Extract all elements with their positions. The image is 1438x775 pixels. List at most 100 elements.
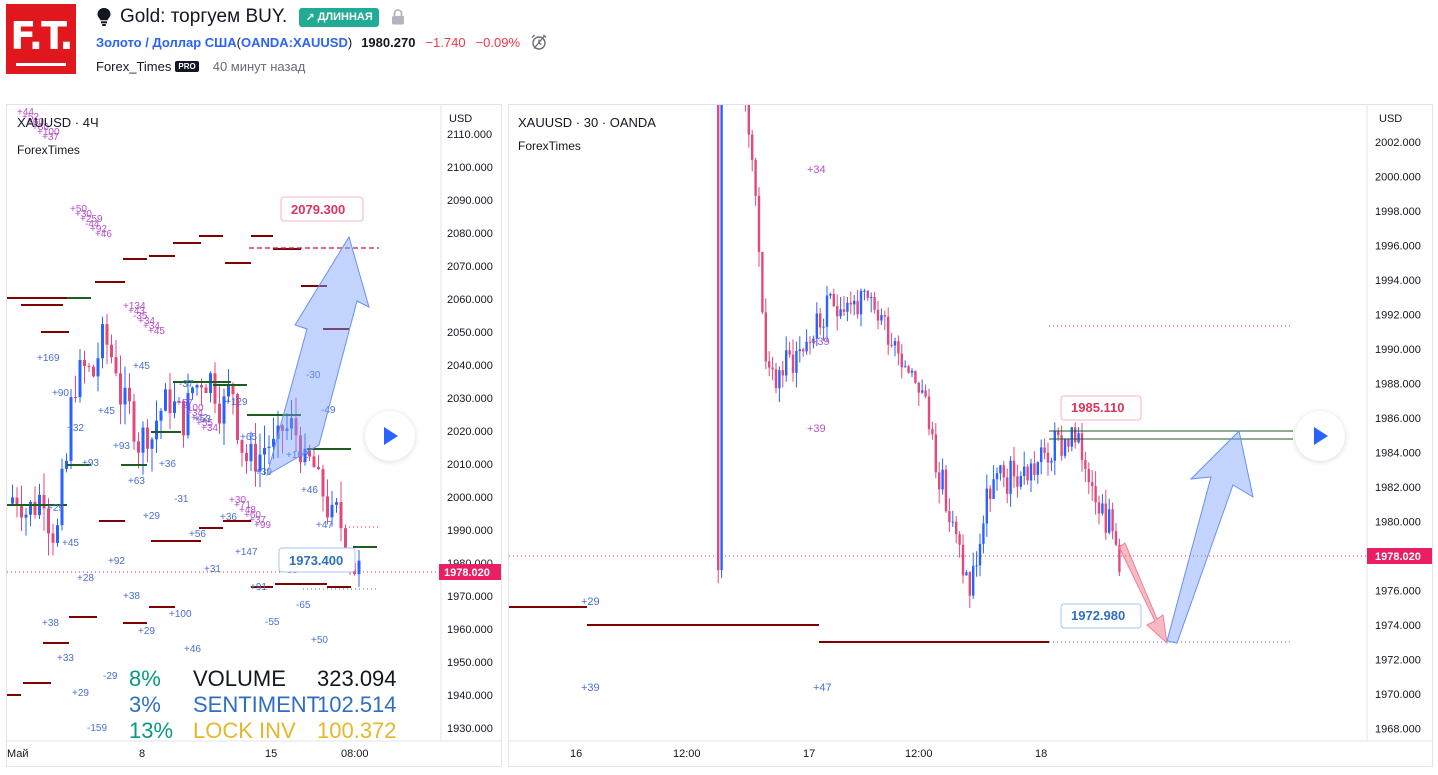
candle-body [258,454,262,472]
price-tick-label: 1974.000 [1375,620,1421,632]
candle-body [717,105,720,571]
play-replay-button-2[interactable] [1295,411,1345,461]
candle-body [1094,486,1097,503]
candle-body [303,448,307,463]
author-name[interactable]: Forex_Times [96,58,172,74]
candle-body [978,543,982,566]
signal-mark-pink: +42 [191,413,208,424]
signal-mark-pink: +39 [807,423,826,435]
stat-volume-value: 323.094 [317,666,397,691]
price-tick-label: 1950.000 [447,657,493,669]
candle-body [1029,463,1033,481]
candle-body [1080,433,1084,460]
stat-volume-name: VOLUME [193,666,286,691]
chart-30m-canvas[interactable]: USD 2002.000 2000.000 1998.000 1996.000 1994.… [509,105,1433,767]
candle-body [240,440,244,453]
candle-body [299,435,302,463]
candle-body [42,494,46,509]
signal-mark-pink: +48 [239,505,256,516]
candle-body [788,350,791,355]
play-icon [1314,427,1328,445]
signal-mark-pink: +34 [201,423,218,434]
price-tick-label: 2040.000 [447,360,493,372]
signal-mark-blue: +102 [286,450,309,461]
price-tick-label: 1972.000 [1375,655,1421,667]
candle-body [213,373,217,404]
alarm-clock-icon[interactable] [530,33,548,51]
candle-body [74,397,77,399]
chart-pane-30m[interactable]: USD 2002.000 2000.000 1998.000 1996.000 1994.… [508,104,1433,767]
candle-body [890,344,893,346]
symbol-name-link[interactable]: Золото / Доллар США [96,34,237,50]
candle-body [92,366,95,377]
signal-mark-pink: +46 [95,229,112,240]
time-tick-label: 08:00 [341,748,369,760]
candle-body [87,366,91,368]
direction-badge: ↗ ДЛИННАЯ [299,7,379,27]
candle-body [1002,465,1005,478]
logo-text: F.T. [10,14,73,58]
candle-body [927,396,931,430]
candle-body [96,358,100,377]
currency-label: USD [449,113,472,125]
chart-4h-canvas[interactable]: USD 2110.000 2100.000 2090.000 2080.000 2070.… [7,105,502,767]
candle-body [47,508,50,534]
signal-mark-blue: +100 [169,609,192,620]
author-row: Forex_Times PRO 40 минут назад [96,57,305,75]
candle-body [747,105,750,135]
price-tick-label: 1960.000 [447,624,493,636]
candle-body [191,387,194,394]
candle-body [791,354,795,373]
candle-body [944,469,948,512]
candle-body [880,315,883,321]
candle-body [955,521,958,535]
signal-mark-blue: +65 [240,432,257,443]
signal-mark-blue: +32 [67,423,84,434]
time-tick-label: 12:00 [905,748,933,760]
target-callout-value: 2079.300 [291,202,345,217]
chart-30m-watermark: ForexTimes [518,139,581,153]
candle-body [924,390,927,397]
candle-body [1077,433,1080,443]
candle-body [357,560,361,575]
candle-body [1043,447,1046,453]
candle-body [182,400,185,436]
signal-mark-blue: +91 [250,582,267,593]
chart-pane-4h[interactable]: USD 2110.000 2100.000 2090.000 2080.000 2070.… [6,104,502,767]
signal-mark-pink: +34 [143,321,160,332]
candle-body [222,396,226,424]
candle-body [137,441,140,453]
symbol-paren-open: ( [236,34,241,50]
candle-body [272,438,275,447]
signal-mark-blue: +92 [108,556,125,567]
price-tick-label: 2010.000 [447,459,493,471]
candle-body [1118,544,1121,573]
signal-mark-blue: +38 [42,618,59,629]
signal-mark-blue: +93 [82,458,99,469]
play-replay-button[interactable] [365,411,415,461]
signal-mark-blue: +38 [123,591,140,602]
symbol-code-link[interactable]: OANDA:XAUUSD [240,34,348,50]
signal-mark-pink: +39 [811,336,830,348]
signal-mark-blue: +147 [235,547,258,558]
price-tick-label: 2000.000 [1375,172,1421,184]
target-arrow [266,235,370,477]
forextimes-logo[interactable]: F.T. [6,4,76,74]
candle-body [1009,460,1012,494]
candle-body [785,350,788,376]
candle-body [186,393,190,436]
high-callout-value: 1985.110 [1071,400,1125,415]
candle-body [893,341,897,346]
candle-body [754,159,757,196]
play-icon [384,427,398,445]
candle-body [812,338,815,343]
signal-mark-blue: +29 [72,688,89,699]
candle-body [141,427,145,453]
candle-body [285,428,289,431]
candle-body [1087,468,1090,483]
candle-body [968,572,971,596]
signal-mark-pink: +92 [90,224,107,235]
candle-body [101,324,104,359]
candle-body [781,370,784,376]
candle-body [846,302,849,312]
